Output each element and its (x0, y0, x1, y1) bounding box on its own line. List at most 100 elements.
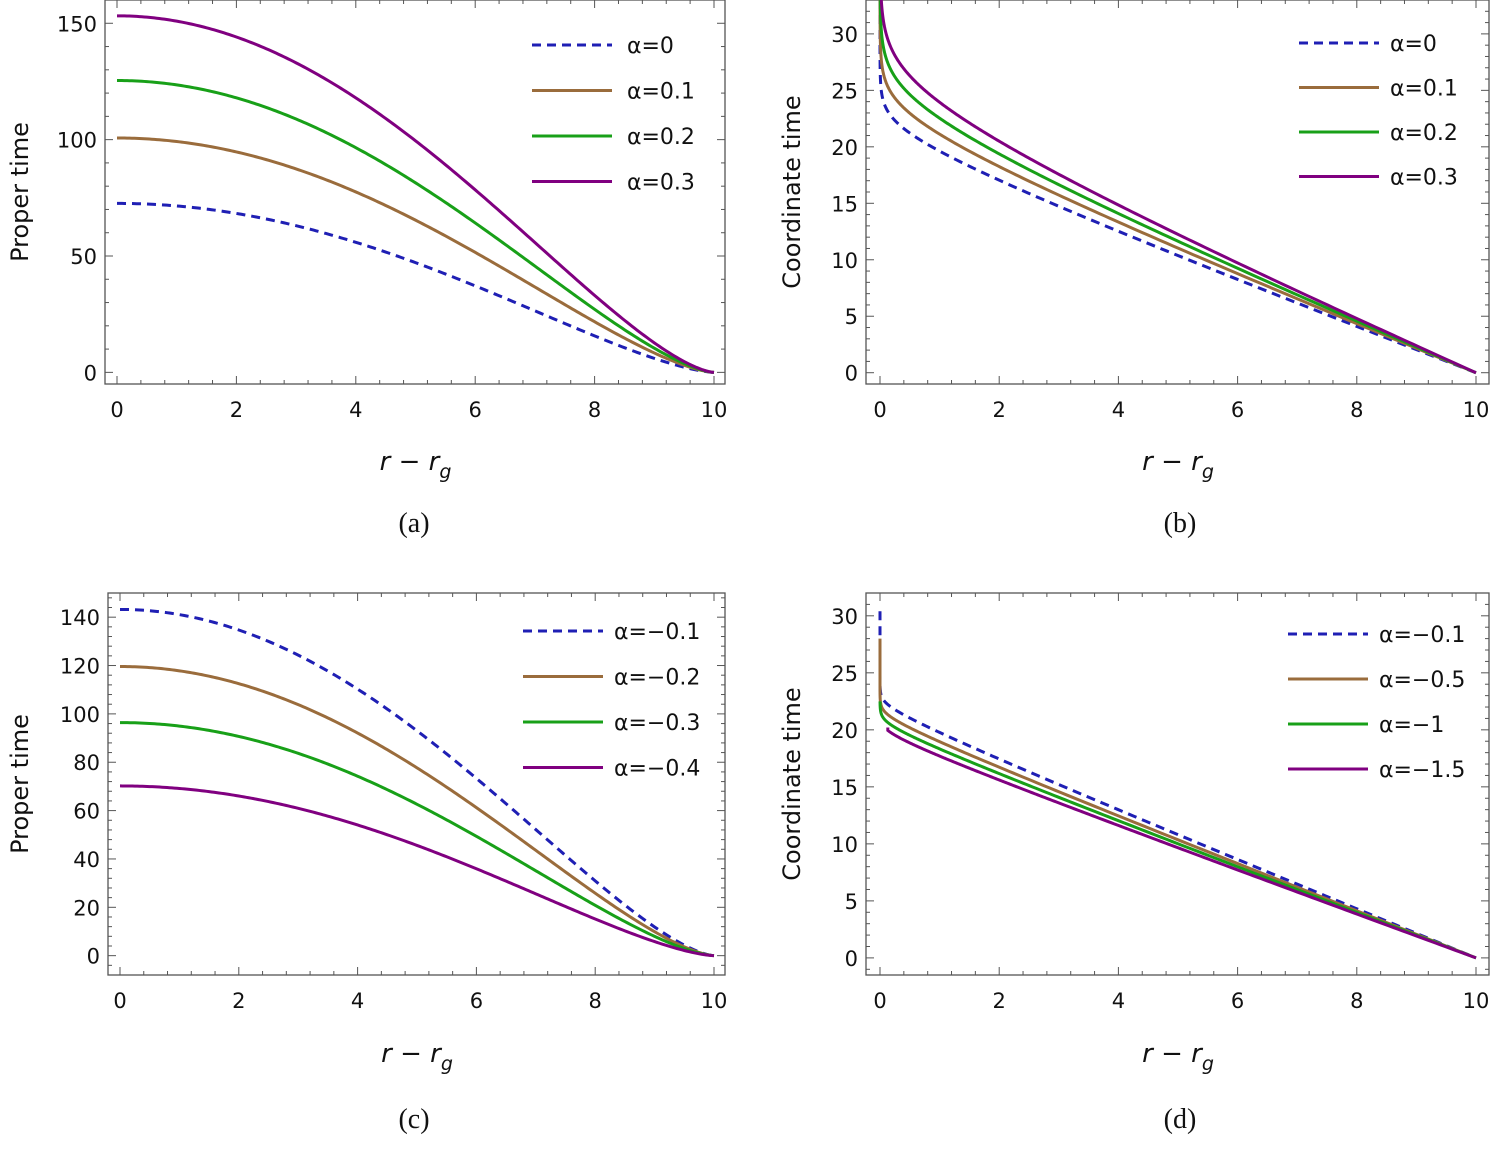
x-axis-title-sub: g (1202, 1053, 1214, 1075)
y-tick-label: 0 (87, 945, 100, 969)
series-line-2 (119, 721, 715, 958)
x-tick-label: 4 (1112, 398, 1125, 422)
y-tick-label: 60 (73, 800, 100, 824)
y-tick-label: 80 (73, 751, 100, 775)
panel-b: 0 2 4 6 8 10 0 5 10 15 20 25 30 Coordinate time r − rg… (778, 0, 1490, 539)
x-axis-title-sub: g (439, 461, 451, 483)
series-line-3 (886, 727, 1477, 960)
y-tick-label: 10 (831, 249, 858, 273)
y-tick-label: 15 (831, 776, 858, 800)
y-tick-label: 100 (57, 129, 97, 153)
x-tick-label: 6 (469, 398, 482, 422)
x-tick-label: 0 (873, 398, 886, 422)
plot-frame (107, 592, 726, 976)
x-axis-title: r − rg (1142, 1039, 1214, 1075)
y-axis-title: Coordinate time (778, 687, 806, 880)
y-tick-label: 25 (831, 662, 858, 686)
legend-label: α=0.1 (627, 80, 695, 105)
x-axis-title-sub: g (441, 1053, 453, 1075)
y-tick-label: 30 (831, 23, 858, 47)
x-tick-label: 8 (588, 398, 601, 422)
x-tick-label: 0 (110, 398, 123, 422)
series-line-0 (878, 611, 1477, 960)
y-tick-label: 0 (84, 361, 97, 385)
panel-caption: (d) (1164, 1104, 1197, 1135)
legend-label: α=−1 (1379, 713, 1444, 738)
series-line-2 (878, 701, 1477, 960)
series-line-3 (879, 0, 1477, 375)
y-tick-label: 20 (73, 896, 100, 920)
legend-label: α=0 (627, 34, 674, 59)
legend-label: α=0.2 (627, 125, 695, 150)
legend-label: α=−0.1 (614, 620, 700, 645)
plot-frame (865, 592, 1490, 976)
x-tick-label: 2 (993, 398, 1006, 422)
series-line-3 (119, 784, 715, 958)
y-axis-title: Proper time (6, 714, 34, 854)
x-tick-label: 10 (701, 398, 728, 422)
x-axis-title-sub: g (1202, 461, 1214, 483)
x-tick-label: 10 (701, 989, 728, 1013)
y-tick-label: 0 (845, 362, 858, 386)
legend-label: α=0 (1390, 32, 1437, 57)
series-line-1 (119, 665, 715, 958)
legend-label: α=0.3 (1390, 166, 1458, 191)
x-tick-label: 2 (232, 989, 245, 1013)
series-line-2 (878, 0, 1477, 375)
y-axis-title: Coordinate time (778, 95, 806, 288)
y-tick-label: 20 (831, 136, 858, 160)
x-axis-title: r − rg (380, 447, 452, 483)
x-tick-label: 4 (1112, 989, 1125, 1013)
x-axis-title: r − rg (381, 1039, 453, 1075)
y-tick-label: 30 (831, 605, 858, 629)
legend-label: α=−0.2 (614, 666, 700, 691)
x-tick-label: 10 (1463, 989, 1490, 1013)
y-axis-title: Proper time (6, 122, 34, 262)
y-tick-label: 50 (70, 245, 97, 269)
y-tick-label: 150 (57, 12, 97, 36)
y-tick-label: 25 (831, 79, 858, 103)
legend-label: α=−1.5 (1379, 758, 1465, 783)
legend-label: α=−0.1 (1379, 623, 1465, 648)
x-tick-label: 2 (230, 398, 243, 422)
series-line-1 (117, 136, 715, 374)
y-tick-label: 5 (845, 890, 858, 914)
y-tick-label: 0 (845, 947, 858, 971)
x-axis-title-main: r − r (380, 447, 442, 477)
y-tick-label: 10 (831, 833, 858, 857)
y-tick-label: 120 (60, 655, 100, 679)
x-tick-label: 6 (1231, 398, 1244, 422)
x-axis-title-main: r − r (1142, 447, 1204, 477)
y-tick-label: 15 (831, 192, 858, 216)
series-line-0 (878, 0, 1477, 375)
x-tick-label: 6 (470, 989, 483, 1013)
y-tick-label: 20 (831, 719, 858, 743)
legend-label: α=0.3 (627, 171, 695, 196)
series-line-1 (878, 0, 1477, 375)
series-line-0 (119, 607, 715, 958)
x-axis-title-main: r − r (381, 1039, 443, 1069)
legend-label: α=−0.5 (1379, 668, 1465, 693)
y-tick-label: 40 (73, 848, 100, 872)
x-tick-label: 6 (1231, 989, 1244, 1013)
x-tick-label: 0 (113, 989, 126, 1013)
panel-caption: (c) (398, 1104, 429, 1135)
series-line-0 (116, 201, 715, 374)
panel-d: 0 2 4 6 8 10 0 5 10 15 20 25 30 Coordinate time r − rg… (778, 592, 1490, 1135)
legend-label: α=0.2 (1390, 121, 1458, 146)
series-line-1 (878, 638, 1477, 960)
plot-frame (104, 0, 726, 385)
y-tick-label: 100 (60, 703, 100, 727)
x-axis-title: r − rg (1142, 447, 1214, 483)
panel-caption: (b) (1164, 508, 1197, 539)
x-tick-label: 10 (1463, 398, 1490, 422)
x-tick-label: 8 (1350, 398, 1363, 422)
plot-frame (865, 0, 1490, 385)
legend-label: α=−0.4 (614, 757, 700, 782)
x-tick-label: 4 (349, 398, 362, 422)
y-tick-label: 140 (60, 606, 100, 630)
series-line-3 (117, 14, 715, 374)
